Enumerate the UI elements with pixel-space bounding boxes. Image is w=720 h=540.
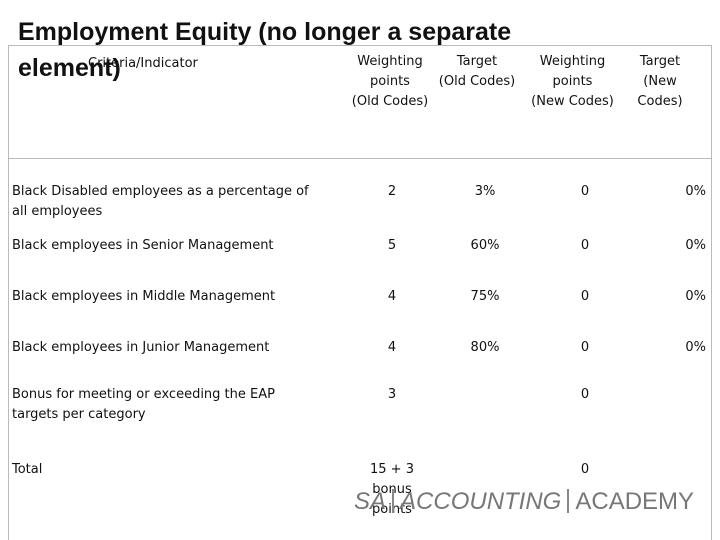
logo-sa: SA	[354, 488, 387, 515]
logo-separator	[567, 489, 570, 513]
criteria-cell: Black employees in Middle Management	[12, 289, 276, 304]
target-old-cell: 75%	[470, 289, 500, 304]
criteria-cell: Bonus for meeting or exceeding the EAP t…	[12, 387, 275, 422]
column-header: Criteria/Indicator	[88, 56, 198, 71]
target-new-cell: 0%	[685, 340, 706, 355]
logo: SA ACCOUNTING ACADEMY	[354, 488, 694, 516]
column-header: Target (New Codes)	[637, 54, 683, 109]
weighting-old-cell: 2	[387, 184, 397, 199]
criteria-cell: Black Disabled employees as a percentage…	[12, 184, 309, 219]
weighting-old-cell: 4	[387, 340, 397, 355]
target-new-cell: 0%	[685, 238, 706, 253]
weighting-new-cell: 0	[580, 184, 590, 199]
target-old-cell: 3%	[474, 184, 496, 199]
column-header: Target (Old Codes)	[438, 54, 516, 89]
criteria-cell: Total	[12, 462, 43, 477]
weighting-old-cell: 3	[387, 387, 397, 402]
weighting-old-cell: 4	[387, 289, 397, 304]
target-new-cell: 0%	[685, 289, 706, 304]
target-old-cell: 80%	[470, 340, 500, 355]
target-old-cell: 60%	[470, 238, 500, 253]
column-header: Weighting points (Old Codes)	[351, 54, 429, 109]
weighting-new-cell: 0	[580, 462, 590, 477]
column-header: Weighting points (New Codes)	[531, 54, 614, 109]
logo-accounting: ACCOUNTING	[400, 488, 562, 515]
weighting-new-cell: 0	[580, 387, 590, 402]
table-frame	[8, 45, 712, 540]
weighting-old-cell: 15 + 3 bonus points	[370, 462, 414, 517]
target-new-cell: 0%	[685, 184, 706, 199]
logo-separator	[392, 489, 395, 513]
criteria-cell: Black employees in Senior Management	[12, 238, 274, 253]
weighting-new-cell: 0	[580, 289, 590, 304]
criteria-cell: Black employees in Junior Management	[12, 340, 270, 355]
header-rule	[8, 158, 712, 159]
slide-title: Employment Equity (no longer a separate …	[18, 18, 512, 82]
weighting-new-cell: 0	[580, 340, 590, 355]
weighting-old-cell: 5	[387, 238, 397, 253]
logo-academy: ACADEMY	[575, 488, 695, 515]
weighting-new-cell: 0	[580, 238, 590, 253]
